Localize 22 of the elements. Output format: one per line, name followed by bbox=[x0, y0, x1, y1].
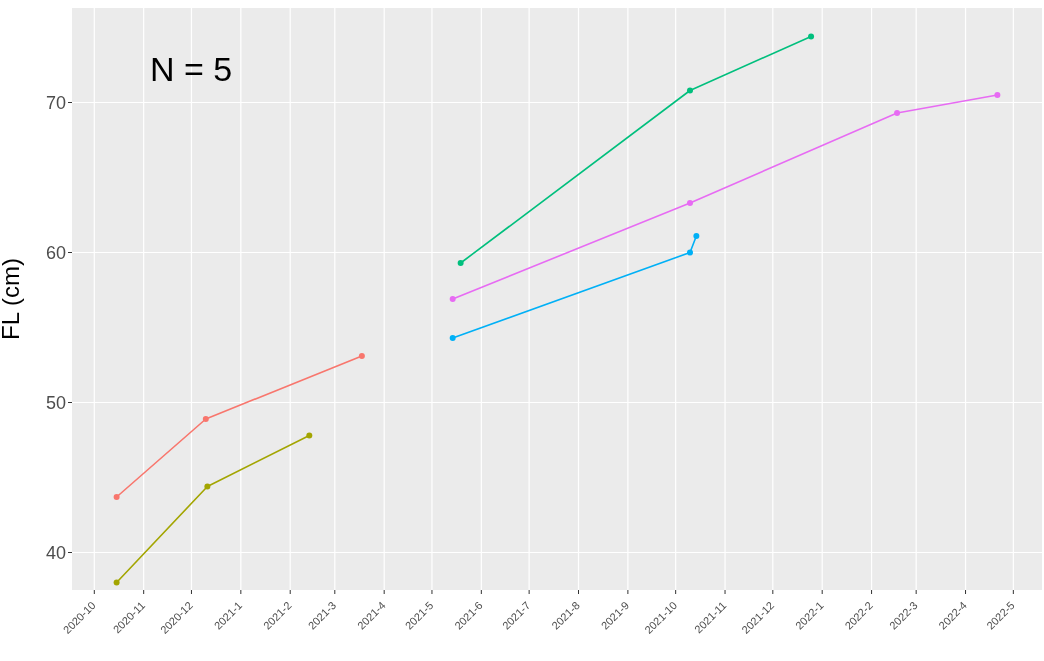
y-tick-label: 60 bbox=[45, 242, 66, 263]
point bbox=[687, 200, 693, 206]
point bbox=[994, 92, 1001, 98]
point bbox=[358, 353, 365, 359]
point bbox=[449, 296, 456, 302]
point bbox=[687, 87, 693, 94]
point bbox=[457, 260, 464, 266]
point bbox=[204, 483, 211, 490]
annotation: N = 5 bbox=[150, 50, 233, 89]
point bbox=[113, 494, 120, 500]
point bbox=[113, 579, 120, 586]
point bbox=[894, 110, 901, 116]
y-axis-title: FL (cm) bbox=[0, 258, 24, 340]
point bbox=[693, 233, 700, 239]
point bbox=[449, 335, 456, 341]
point bbox=[687, 249, 693, 256]
point bbox=[808, 33, 815, 40]
y-tick-label: 40 bbox=[45, 542, 66, 563]
y-tick-label: 70 bbox=[45, 92, 66, 113]
point bbox=[202, 416, 209, 422]
point bbox=[306, 432, 313, 439]
y-tick-label: 50 bbox=[45, 392, 66, 413]
